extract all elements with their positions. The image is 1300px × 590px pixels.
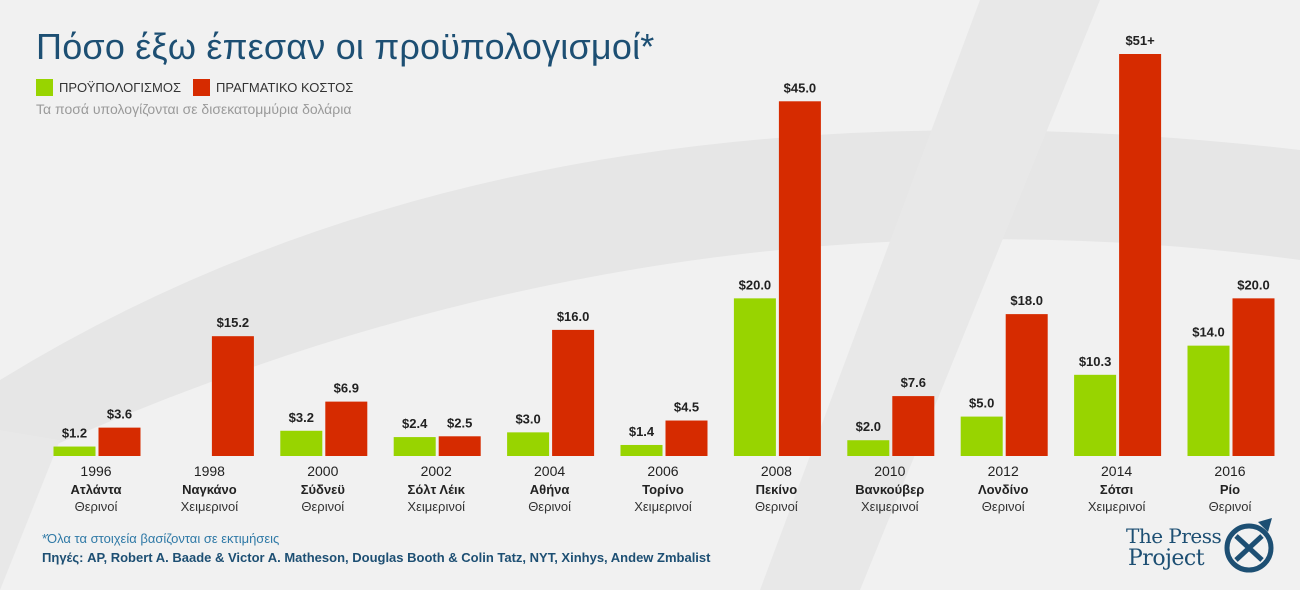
actual-cost-value-label-1998: $15.2 (217, 315, 250, 330)
budget-value-label-2004: $3.0 (515, 411, 540, 426)
logo-text-line1: The Press (1126, 524, 1222, 548)
legend-item-budget: ΠΡΟΫΠΟΛΟΓΙΣΜΟΣ (36, 79, 181, 96)
legend-label-budget: ΠΡΟΫΠΟΛΟΓΙΣΜΟΣ (59, 80, 181, 95)
actual-cost-bar-2012 (1005, 314, 1048, 456)
x-tick-year-2002: 2002 (421, 463, 452, 479)
actual-cost-bar-2006 (665, 420, 708, 456)
budget-bar-2006 (620, 444, 663, 456)
budget-bar-2014 (1074, 374, 1117, 456)
actual-cost-bar-1998 (211, 336, 254, 456)
legend-swatch-actual-cost (193, 79, 210, 96)
x-tick-season-1996: Θερινοί (75, 499, 118, 514)
budget-value-label-2000: $3.2 (289, 410, 314, 425)
x-tick-city-2008: Πεκίνο (756, 482, 798, 497)
x-tick-city-2002: Σόλτ Λέικ (408, 482, 466, 497)
legend-swatch-budget (36, 79, 53, 96)
x-tick-season-1998: Χειμερινοί (181, 499, 239, 514)
budget-value-label-2008: $20.0 (739, 277, 772, 292)
x-tick-year-2008: 2008 (761, 463, 792, 479)
actual-cost-value-label-2000: $6.9 (334, 381, 359, 396)
actual-cost-value-label-2014: $51+ (1125, 33, 1155, 48)
sources-line: Πηγές: AP, Robert A. Baade & Victor A. M… (42, 550, 711, 565)
budget-bar-1996 (53, 446, 96, 456)
logo-emblem-icon (1224, 518, 1274, 573)
x-tick-year-2004: 2004 (534, 463, 565, 479)
budget-bar-2010 (847, 440, 890, 456)
budget-value-label-2010: $2.0 (856, 419, 881, 434)
actual-cost-bar-2002 (438, 436, 481, 456)
x-tick-season-2012: Θερινοί (982, 499, 1025, 514)
x-tick-season-2016: Θερινοί (1209, 499, 1252, 514)
x-tick-year-2014: 2014 (1101, 463, 1132, 479)
x-tick-city-1996: Ατλάντα (71, 482, 122, 497)
x-tick-year-2016: 2016 (1214, 463, 1245, 479)
budget-value-label-2002: $2.4 (402, 416, 428, 431)
x-tick-year-1996: 1996 (80, 463, 111, 479)
x-tick-city-2016: Ρίο (1220, 482, 1240, 497)
chart-subtitle: Τα ποσά υπολογίζονται σε δισεκατομμύρια … (36, 101, 352, 117)
x-tick-city-2012: Λονδίνο (978, 482, 1029, 497)
actual-cost-value-label-2012: $18.0 (1010, 293, 1043, 308)
x-tick-season-2008: Θερινοί (755, 499, 798, 514)
budget-bar-2004 (507, 432, 550, 456)
x-tick-city-2004: Αθήνα (530, 482, 570, 497)
x-tick-city-2006: Τορίνο (642, 482, 684, 497)
x-tick-city-1998: Ναγκάνο (182, 482, 237, 497)
x-tick-year-1998: 1998 (194, 463, 225, 479)
budget-bar-2016 (1187, 345, 1230, 456)
budget-value-label-2006: $1.4 (629, 424, 655, 439)
actual-cost-value-label-2002: $2.5 (447, 415, 472, 430)
x-tick-season-2000: Θερινοί (301, 499, 344, 514)
actual-cost-bar-2016 (1232, 298, 1275, 456)
actual-cost-value-label-1996: $3.6 (107, 407, 132, 422)
actual-cost-bar-2014 (1119, 54, 1162, 456)
actual-cost-value-label-2016: $20.0 (1237, 277, 1270, 292)
budget-bar-2008 (733, 298, 776, 456)
actual-cost-value-label-2006: $4.5 (674, 400, 699, 415)
x-tick-city-2014: Σότσι (1100, 482, 1134, 497)
chart-title: Πόσο έξω έπεσαν οι προϋπολογισμοί* (36, 26, 655, 67)
budget-bar-2000 (280, 430, 323, 456)
legend-item-actual-cost: ΠΡΑΓΜΑΤΙΚΟ ΚΟΣΤΟΣ (193, 79, 353, 96)
actual-cost-value-label-2004: $16.0 (557, 309, 590, 324)
x-tick-season-2006: Χειμερινοί (634, 499, 692, 514)
budget-value-label-2012: $5.0 (969, 396, 994, 411)
actual-cost-value-label-2008: $45.0 (784, 80, 817, 95)
x-tick-city-2010: Βανκούβερ (855, 482, 924, 497)
x-tick-year-2012: 2012 (988, 463, 1019, 479)
press-project-logo: The Press Project (1120, 512, 1280, 582)
budget-bar-2012 (960, 416, 1003, 456)
x-tick-year-2006: 2006 (647, 463, 678, 479)
budget-value-label-2016: $14.0 (1192, 325, 1225, 340)
footnote: *Όλα τα στοιχεία βασίζονται σε εκτιμήσει… (42, 531, 280, 546)
actual-cost-bar-2000 (325, 401, 368, 456)
legend-label-actual-cost: ΠΡΑΓΜΑΤΙΚΟ ΚΟΣΤΟΣ (216, 80, 354, 95)
budget-bar-2002 (393, 437, 436, 456)
legend: ΠΡΟΫΠΟΛΟΓΙΣΜΟΣ ΠΡΑΓΜΑΤΙΚΟ ΚΟΣΤΟΣ (36, 79, 365, 96)
x-tick-season-2010: Χειμερινοί (861, 499, 919, 514)
x-tick-city-2000: Σύδνεϋ (301, 482, 346, 497)
x-tick-season-2004: Θερινοί (528, 499, 571, 514)
actual-cost-bar-2010 (892, 396, 935, 456)
budget-value-label-2014: $10.3 (1079, 354, 1112, 369)
budget-value-label-1996: $1.2 (62, 426, 87, 441)
x-tick-year-2000: 2000 (307, 463, 338, 479)
actual-cost-bar-2004 (552, 329, 595, 456)
actual-cost-bar-1996 (98, 427, 141, 456)
x-tick-season-2002: Χειμερινοί (407, 499, 465, 514)
x-tick-season-2014: Χειμερινοί (1088, 499, 1146, 514)
logo-text-line2: Project (1128, 546, 1205, 571)
x-tick-year-2010: 2010 (874, 463, 905, 479)
actual-cost-value-label-2010: $7.6 (901, 375, 926, 390)
actual-cost-bar-2008 (778, 101, 821, 456)
